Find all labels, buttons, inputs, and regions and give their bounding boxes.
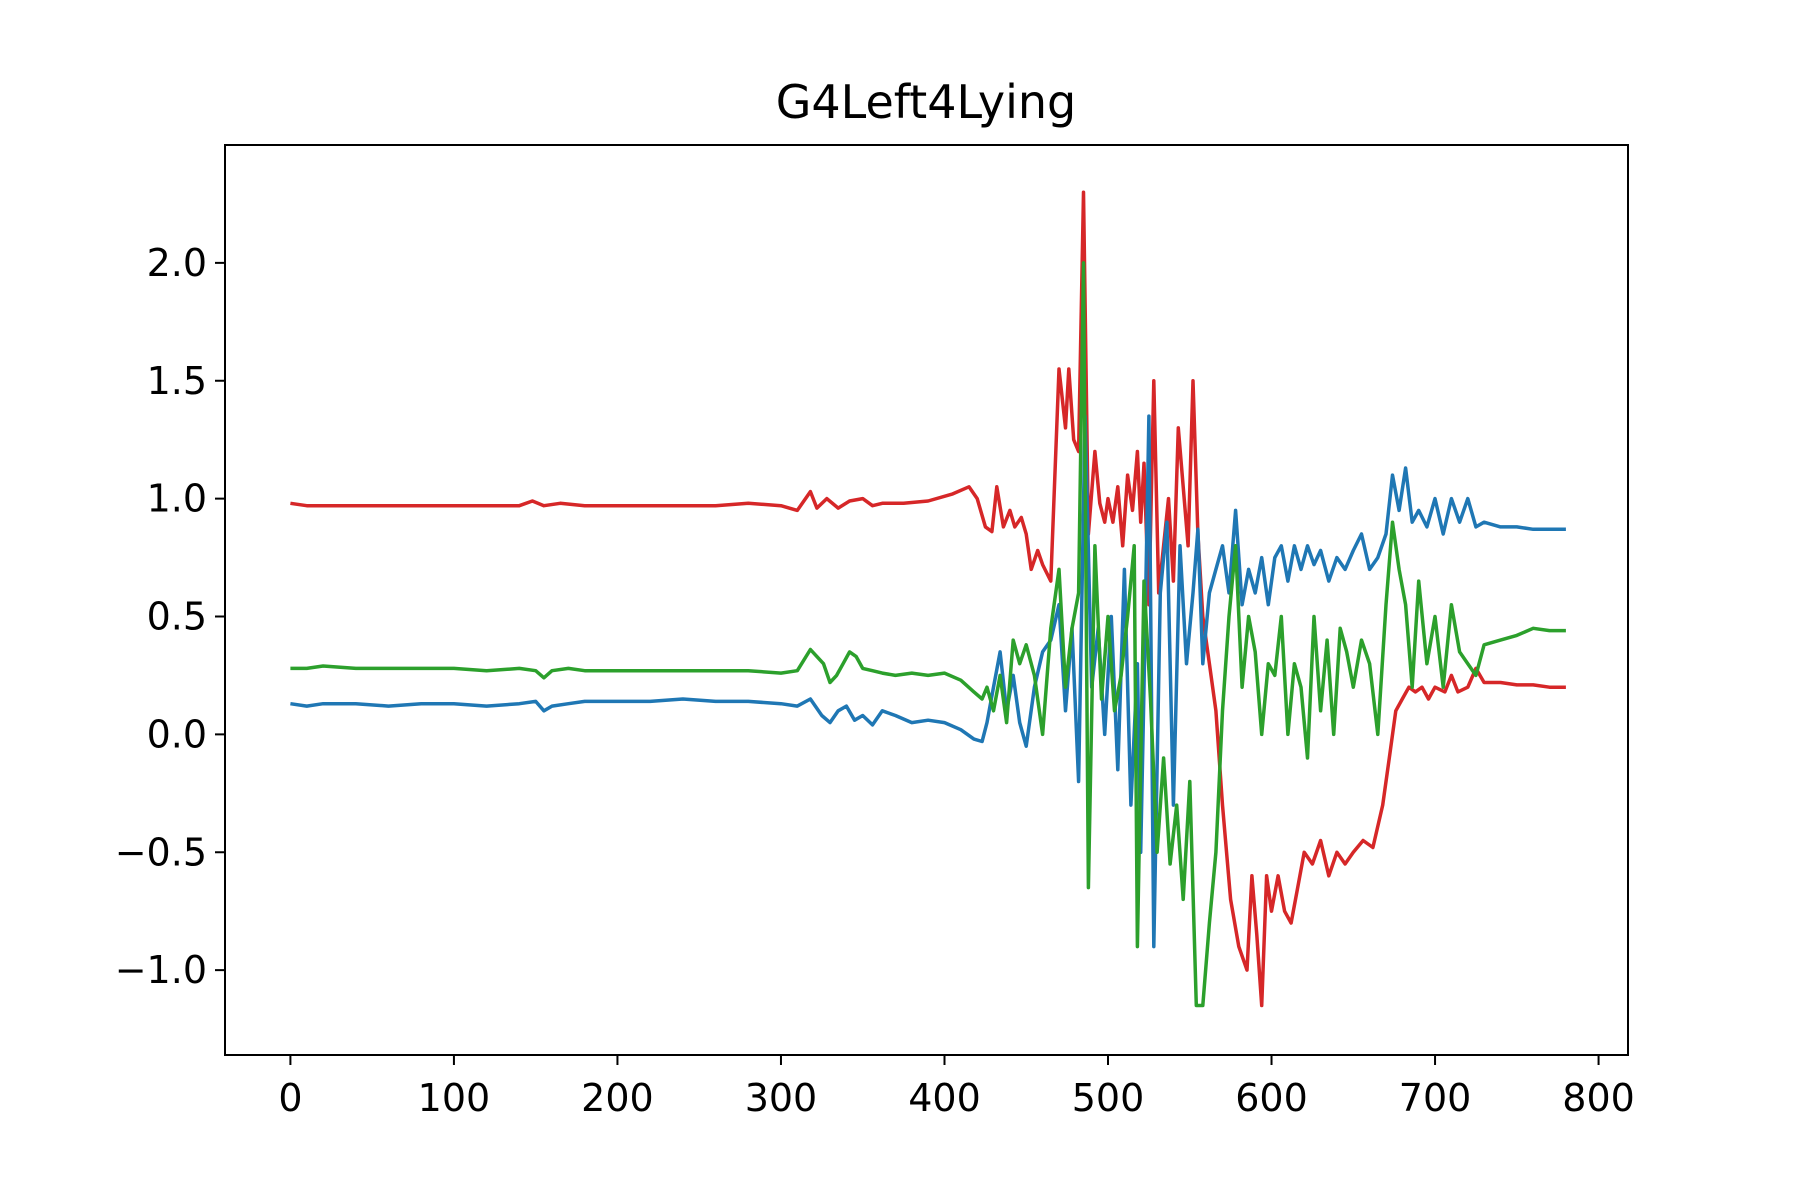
series-group — [290, 190, 1566, 1008]
x-axis: 0 100 200 300 400 500 600 700 800 — [278, 1055, 1635, 1120]
x-tick-label: 400 — [908, 1076, 981, 1120]
series-line-3 — [290, 261, 1566, 1008]
y-tick-label: −0.5 — [115, 830, 207, 874]
plot-frame — [224, 144, 1629, 1056]
y-tick-label: −1.0 — [115, 948, 207, 992]
x-tick-label: 0 — [278, 1076, 302, 1120]
x-tick-label: 200 — [581, 1076, 654, 1120]
x-tick-label: 300 — [745, 1076, 818, 1120]
x-tick-label: 500 — [1072, 1076, 1145, 1120]
y-tick-label: 2.0 — [147, 241, 207, 285]
y-axis: −1.0 −0.5 0.0 0.5 1.0 1.5 2.0 — [115, 241, 225, 992]
y-tick-label: 0.0 — [147, 712, 207, 756]
x-tick-label: 800 — [1562, 1076, 1635, 1120]
x-tick-label: 700 — [1399, 1076, 1472, 1120]
y-tick-label: 1.5 — [147, 359, 207, 403]
series-line-1 — [290, 190, 1566, 1008]
y-tick-label: 1.0 — [147, 477, 207, 521]
y-tick-label: 0.5 — [147, 595, 207, 639]
x-tick-label: 100 — [418, 1076, 491, 1120]
series-line-2 — [290, 414, 1566, 949]
x-tick-label: 600 — [1235, 1076, 1308, 1120]
chart-title: G4Left4Lying — [776, 75, 1076, 129]
